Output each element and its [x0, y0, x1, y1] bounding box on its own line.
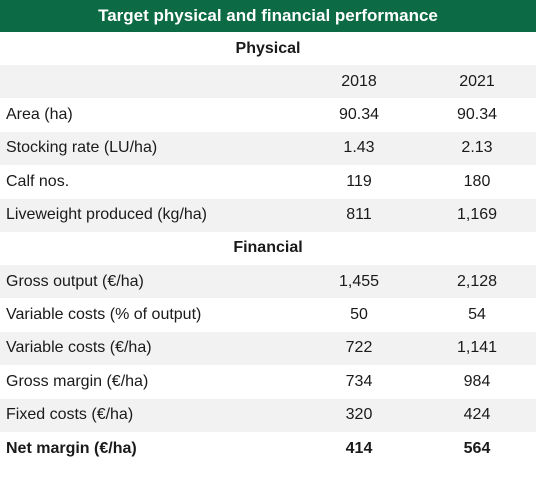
- value-2021: 1,141: [456, 339, 498, 357]
- value-2018: 734: [345, 372, 373, 390]
- section-physical: Physical: [235, 39, 301, 57]
- section-financial: Financial: [233, 239, 303, 257]
- table-row: Gross output (€/ha) 1,455 2,128: [0, 264, 536, 299]
- table-row: Liveweight produced (kg/ha) 811 1,169: [0, 198, 536, 232]
- value-2018: 414: [345, 439, 373, 457]
- value-2018: 50: [350, 306, 368, 324]
- value-2018: 90.34: [338, 106, 380, 124]
- table-row: Calf nos. 119 180: [0, 165, 536, 199]
- value-2021: 2,128: [456, 272, 498, 290]
- value-2018: 811: [346, 206, 372, 224]
- value-2018: 1.43: [343, 139, 375, 157]
- performance-table: Target physical and financial performanc…: [0, 0, 536, 466]
- row-label: Area (ha): [6, 106, 73, 124]
- row-label: Variable costs (€/ha): [6, 339, 152, 357]
- year-2021-header: 2021: [459, 72, 495, 90]
- value-2018: 119: [346, 172, 372, 190]
- value-2021: 180: [463, 172, 491, 190]
- value-2021: 90.34: [456, 106, 498, 124]
- value-2021: 54: [468, 306, 486, 324]
- value-2021: 984: [463, 372, 491, 390]
- net-margin-row: Net margin (€/ha) 414 564: [0, 431, 536, 466]
- year-header-row: 2018 2021: [0, 65, 536, 99]
- value-2021: 1,169: [456, 206, 498, 224]
- row-label: Fixed costs (€/ha): [6, 406, 134, 424]
- row-label: Calf nos.: [6, 172, 70, 190]
- row-label: Gross margin (€/ha): [6, 372, 149, 390]
- row-label: Net margin (€/ha): [6, 439, 137, 457]
- row-label: Stocking rate (LU/ha): [6, 139, 158, 157]
- value-2021: 2.13: [461, 139, 493, 157]
- value-2021: 424: [463, 406, 491, 424]
- table-row: Stocking rate (LU/ha) 1.43 2.13: [0, 131, 536, 166]
- table-row: Variable costs (% of output) 50 54: [0, 298, 536, 332]
- year-2018-header: 2018: [341, 72, 377, 90]
- row-label: Liveweight produced (kg/ha): [6, 206, 208, 224]
- value-2021: 564: [463, 439, 491, 457]
- row-label: Variable costs (% of output): [6, 306, 202, 324]
- value-2018: 320: [345, 406, 373, 424]
- table-row: Area (ha) 90.34 90.34: [0, 98, 536, 132]
- row-label: Gross output (€/ha): [6, 272, 144, 290]
- table-title: Target physical and financial performanc…: [0, 0, 536, 32]
- table-row: Variable costs (€/ha) 722 1,141: [0, 331, 536, 366]
- value-2018: 1,455: [338, 272, 380, 290]
- value-2018: 722: [345, 339, 373, 357]
- table-row: Fixed costs (€/ha) 320 424: [0, 398, 536, 432]
- table-row: Gross margin (€/ha) 734 984: [0, 365, 536, 399]
